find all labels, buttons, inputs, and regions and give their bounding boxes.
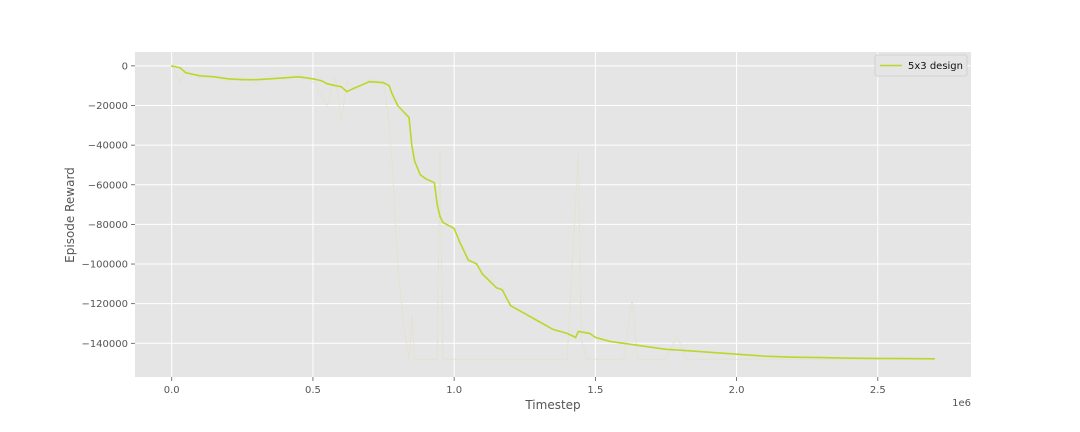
- series-point: [320, 79, 323, 82]
- series-point: [707, 351, 710, 354]
- series-point: [651, 346, 653, 349]
- x-axis-label: Timestep: [524, 398, 580, 412]
- legend: 5x3 design: [874, 54, 968, 77]
- x-tick-label: 0.5: [305, 385, 321, 396]
- series-point: [877, 357, 879, 360]
- series-point: [413, 160, 416, 162]
- series-point: [433, 182, 436, 184]
- x-tick-label: 2.5: [870, 385, 886, 396]
- series-point: [199, 75, 201, 77]
- series-point: [411, 144, 413, 146]
- series-point: [402, 110, 405, 113]
- series-point: [312, 78, 314, 80]
- y-tick-label: −120000: [81, 299, 128, 310]
- series-point: [552, 328, 554, 331]
- series-point: [905, 357, 907, 360]
- series-point: [269, 78, 272, 80]
- legend-label: 5x3 design: [908, 61, 963, 72]
- series-point: [509, 304, 512, 307]
- series-point: [665, 348, 667, 351]
- series-point: [933, 358, 936, 360]
- series-point: [255, 78, 258, 81]
- y-tick-label: 0: [122, 61, 128, 72]
- series-point: [382, 81, 385, 84]
- y-axis-ticks: 0 −20000 −40000 −60000 −80000 −100000 −120000 −…: [81, 61, 135, 350]
- series-point: [735, 353, 738, 356]
- series-point: [436, 203, 439, 206]
- y-axis-label: Episode Reward: [63, 167, 77, 263]
- y-tick-label: −40000: [88, 141, 128, 152]
- series-point: [419, 174, 422, 176]
- series-point: [388, 84, 391, 87]
- series-point: [283, 77, 286, 79]
- plot-background: [135, 52, 971, 377]
- legend-box: [874, 54, 968, 77]
- series-point: [346, 90, 348, 93]
- series-point: [475, 263, 478, 265]
- series-point: [566, 332, 568, 335]
- x-tick-label: 2.0: [729, 385, 745, 396]
- x-axis-ticks: 0.0 0.5 1.0 1.5 2.0 2.5: [164, 377, 886, 396]
- series-point: [442, 221, 444, 224]
- series-point: [467, 259, 470, 261]
- series-point: [636, 344, 639, 347]
- series-point: [820, 356, 823, 359]
- series-point: [340, 85, 343, 88]
- x-tick-label: 1.0: [446, 385, 462, 396]
- series-point: [425, 178, 427, 180]
- series-point: [622, 342, 625, 345]
- series-point: [170, 65, 173, 67]
- grid-lines: [135, 52, 971, 377]
- series-point: [588, 332, 591, 335]
- series-point: [594, 336, 597, 339]
- series-point: [608, 340, 611, 343]
- series-point: [179, 67, 181, 69]
- series-point: [396, 104, 399, 107]
- series-point: [574, 336, 577, 339]
- y-tick-label: −80000: [88, 220, 128, 231]
- series-point: [524, 312, 526, 315]
- series-point: [764, 355, 766, 358]
- series-point: [213, 76, 215, 78]
- series-point: [792, 356, 794, 359]
- series-point: [326, 82, 328, 85]
- series-point: [481, 273, 484, 275]
- series-point: [241, 78, 244, 81]
- y-tick-label: −20000: [88, 101, 128, 112]
- x-scale-label: 1e6: [952, 398, 971, 409]
- series-point: [453, 227, 455, 230]
- series-point: [679, 349, 681, 352]
- series-point: [495, 287, 498, 289]
- series-point: [391, 92, 393, 95]
- y-tick-label: −100000: [81, 260, 128, 271]
- series-point: [408, 116, 410, 119]
- series-point: [459, 241, 461, 243]
- series-point: [538, 320, 540, 323]
- series-points: [170, 65, 936, 360]
- series-point: [298, 76, 300, 78]
- series-point: [439, 215, 441, 218]
- series-point: [185, 72, 187, 74]
- series-point: [334, 84, 337, 87]
- y-tick-label: −60000: [88, 180, 128, 191]
- series-point: [501, 289, 504, 291]
- series-point: [227, 78, 229, 80]
- x-tick-label: 1.5: [587, 385, 603, 396]
- series-point: [368, 80, 371, 83]
- series-raw-line: [171, 65, 935, 360]
- series-point: [354, 86, 357, 89]
- series-point: [693, 350, 695, 353]
- series-point: [848, 357, 851, 360]
- y-tick-label: −140000: [81, 339, 128, 350]
- series-point: [577, 330, 580, 333]
- x-tick-label: 0.0: [164, 385, 180, 396]
